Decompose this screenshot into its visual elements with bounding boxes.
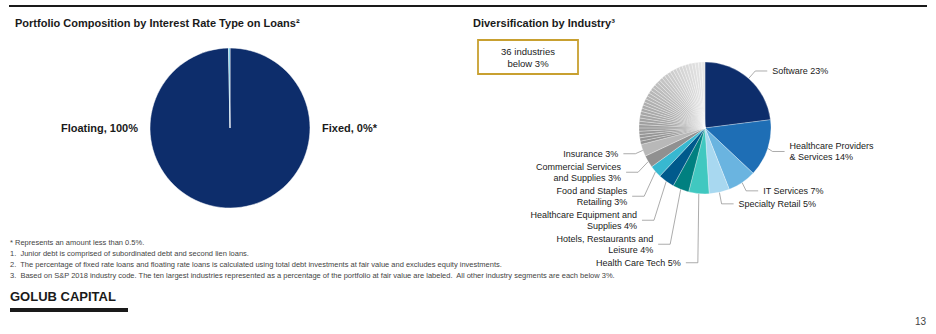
svg-text:Commercial Services: Commercial Services	[536, 162, 622, 172]
svg-text:Supplies 4%: Supplies 4%	[587, 221, 637, 231]
svg-text:and Supplies 3%: and Supplies 3%	[554, 173, 622, 183]
svg-text:3. Based on S&P 2018 industry: 3. Based on S&P 2018 industry code. The …	[10, 271, 615, 280]
svg-text:Food and Staples: Food and Staples	[557, 186, 628, 196]
svg-text:Specialty Retail 5%: Specialty Retail 5%	[739, 199, 817, 209]
svg-text:Floating, 100%: Floating, 100%	[61, 122, 138, 134]
svg-text:Hotels, Restaurants and: Hotels, Restaurants and	[557, 234, 654, 244]
svg-text:36 industries: 36 industries	[501, 46, 555, 57]
svg-text:Health Care Tech 5%: Health Care Tech 5%	[596, 258, 681, 268]
svg-text:Healthcare Providers: Healthcare Providers	[790, 141, 875, 151]
svg-text:GOLUB CAPITAL: GOLUB CAPITAL	[10, 289, 116, 304]
svg-text:Retailing 3%: Retailing 3%	[577, 197, 628, 207]
svg-text:1. Junior debt is comprised o: 1. Junior debt is comprised of subordina…	[10, 249, 249, 258]
svg-text:below 3%: below 3%	[507, 58, 549, 69]
svg-text:Diversification by Industry³: Diversification by Industry³	[473, 17, 615, 29]
svg-text:Fixed, 0%*: Fixed, 0%*	[322, 122, 378, 134]
svg-text:Healthcare Equipment and: Healthcare Equipment and	[530, 210, 637, 220]
svg-text:& Services 14%: & Services 14%	[790, 152, 854, 162]
svg-text:2. The percentage of fixed ra: 2. The percentage of fixed rate loans an…	[10, 260, 502, 269]
svg-text:Software 23%: Software 23%	[772, 66, 828, 76]
svg-text:Insurance 3%: Insurance 3%	[563, 149, 618, 159]
svg-text:Leisure 4%: Leisure 4%	[608, 245, 653, 255]
svg-text:* Represents an amount less th: * Represents an amount less than 0.5%.	[10, 238, 144, 247]
svg-text:13: 13	[915, 316, 927, 327]
svg-text:Portfolio Composition by Inter: Portfolio Composition by Interest Rate T…	[15, 17, 300, 29]
svg-text:IT Services 7%: IT Services 7%	[763, 186, 823, 196]
